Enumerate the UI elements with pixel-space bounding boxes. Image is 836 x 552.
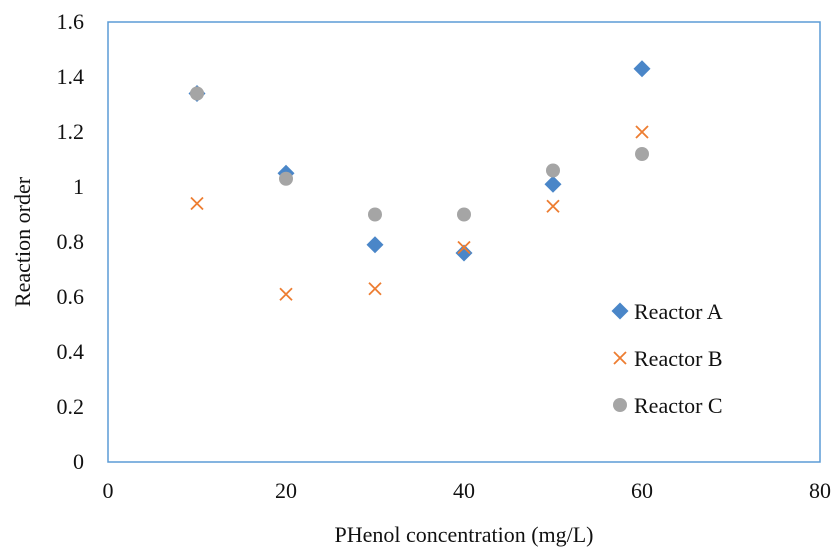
data-point bbox=[368, 282, 382, 296]
y-tick-label: 0 bbox=[73, 449, 84, 474]
x-tick-label: 0 bbox=[103, 478, 114, 503]
data-point bbox=[190, 86, 204, 101]
legend-marker bbox=[613, 398, 627, 412]
y-tick-label: 1 bbox=[73, 174, 84, 199]
legend-label: Reactor B bbox=[634, 346, 723, 371]
data-point bbox=[635, 125, 649, 139]
legend-marker bbox=[613, 351, 627, 365]
y-axis-ticks: 0 0.2 0.4 0.6 0.8 1 1.2 1.4 1.6 bbox=[57, 9, 85, 474]
data-point bbox=[366, 236, 384, 254]
data-point bbox=[633, 60, 651, 78]
data-point bbox=[457, 240, 471, 255]
data-point bbox=[457, 207, 471, 222]
data-point bbox=[455, 244, 473, 262]
data-point bbox=[544, 175, 562, 193]
data-point bbox=[190, 196, 204, 211]
x-tick-label: 60 bbox=[631, 478, 653, 503]
data-point bbox=[368, 207, 382, 222]
series-2 bbox=[190, 125, 649, 301]
data-point bbox=[546, 163, 560, 178]
legend: Reactor A Reactor B Reactor C bbox=[611, 299, 723, 418]
y-tick-label: 0.6 bbox=[57, 284, 85, 309]
data-point bbox=[546, 199, 560, 213]
data-point bbox=[279, 171, 293, 186]
legend-label: Reactor A bbox=[634, 299, 723, 324]
y-tick-label: 1.4 bbox=[57, 64, 85, 89]
y-tick-label: 0.4 bbox=[57, 339, 85, 364]
x-axis-title: PHenol concentration (mg/L) bbox=[334, 522, 593, 547]
legend-marker bbox=[611, 302, 629, 320]
data-point bbox=[279, 287, 293, 301]
y-tick-label: 0.2 bbox=[57, 394, 85, 419]
y-tick-label: 1.2 bbox=[57, 119, 85, 144]
x-tick-label: 20 bbox=[275, 478, 297, 503]
series-3 bbox=[190, 86, 649, 222]
legend-item: Reactor A bbox=[611, 299, 723, 324]
legend-label: Reactor C bbox=[634, 393, 723, 418]
legend-item: Reactor B bbox=[613, 346, 723, 371]
x-tick-label: 40 bbox=[453, 478, 475, 503]
x-axis-ticks: 0 20 40 60 80 bbox=[103, 478, 832, 503]
data-points bbox=[188, 60, 651, 301]
x-tick-label: 80 bbox=[809, 478, 831, 503]
plot-area-border bbox=[107, 21, 821, 463]
legend-item: Reactor C bbox=[613, 393, 723, 418]
y-tick-label: 1.6 bbox=[57, 9, 85, 34]
y-tick-label: 0.8 bbox=[57, 229, 85, 254]
series-1 bbox=[188, 60, 651, 262]
data-point bbox=[635, 147, 649, 161]
y-axis-title: Reaction order bbox=[10, 176, 35, 307]
